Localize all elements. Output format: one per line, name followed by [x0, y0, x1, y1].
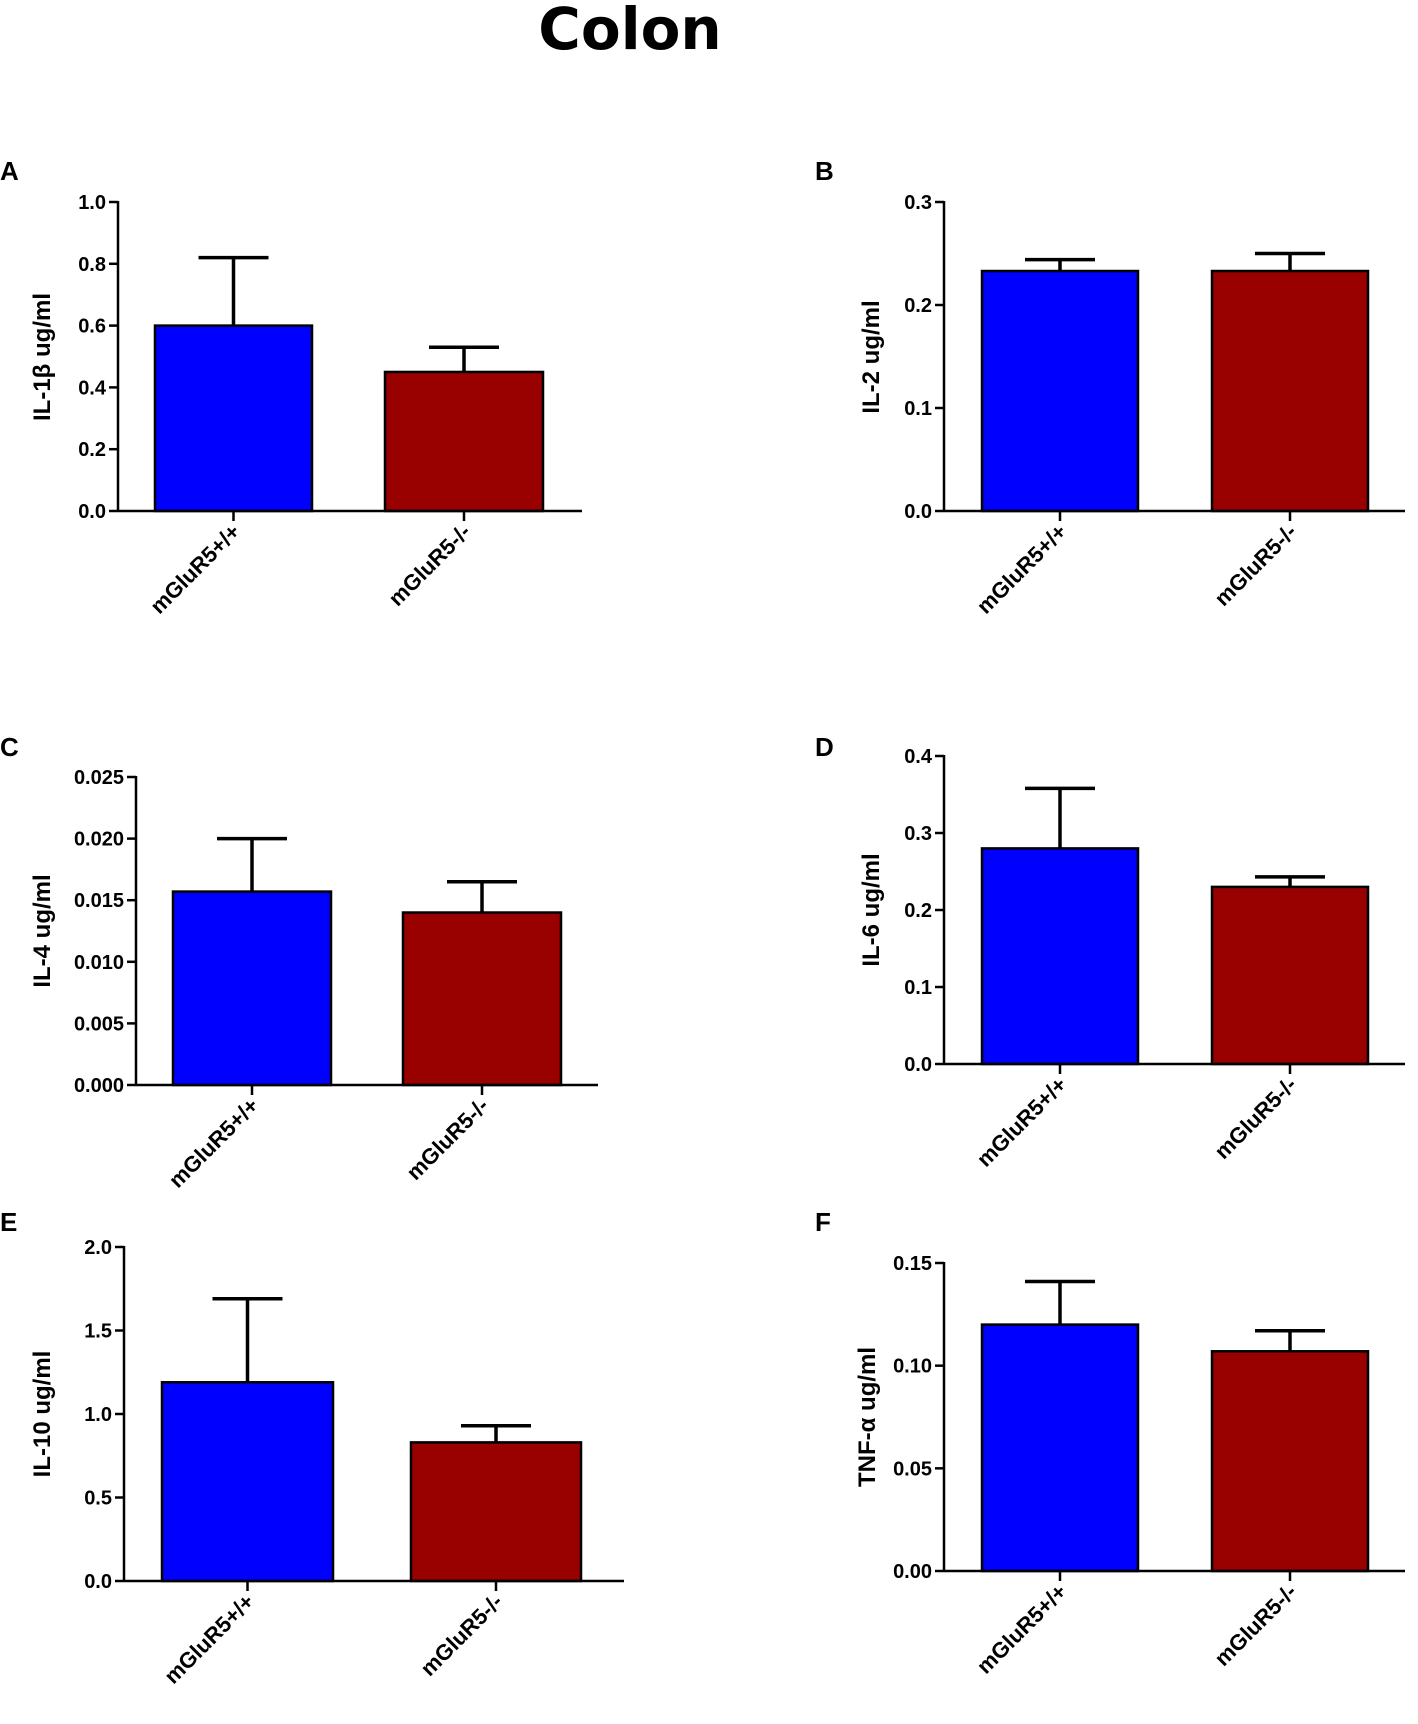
- bar-wildtype: [980, 847, 1140, 1066]
- x-tick-label: mGluR5-/-: [384, 519, 476, 611]
- x-tick-label: mGluR5+/+: [164, 1093, 264, 1193]
- y-tick-label: 0.000: [74, 1075, 124, 1097]
- y-tick-label: 0.020: [74, 829, 124, 851]
- x-tick-label: mGluR5-/-: [1210, 1072, 1302, 1164]
- y-tick-label: 0.025: [74, 767, 124, 789]
- x-tick-label: mGluR5-/-: [402, 1093, 494, 1185]
- y-tick-label: 0.015: [74, 890, 124, 912]
- panel-label: F: [815, 1207, 831, 1237]
- y-tick-label: 0.3: [904, 823, 932, 845]
- x-tick-label: mGluR5+/+: [972, 519, 1072, 619]
- panel-label: B: [815, 156, 834, 186]
- y-tick-label: 1.0: [78, 192, 106, 214]
- y-tick-label: 1.0: [84, 1404, 112, 1426]
- y-tick-label: 0.4: [904, 746, 933, 768]
- y-tick-label: 0.0: [78, 501, 106, 523]
- y-tick-label: 0.1: [904, 977, 932, 999]
- x-tick-label: mGluR5+/+: [145, 519, 245, 619]
- x-tick-label: mGluR5+/+: [972, 1072, 1072, 1172]
- y-tick-label: 0.8: [78, 254, 106, 276]
- y-axis-title: IL-2 ug/ml: [858, 300, 885, 413]
- bar-knockout: [1210, 269, 1370, 513]
- bar-wildtype: [153, 324, 314, 513]
- y-tick-label: 0.15: [893, 1253, 932, 1275]
- y-tick-label: 0.6: [78, 316, 106, 338]
- bar-wildtype: [980, 269, 1140, 513]
- bar-knockout: [1210, 885, 1370, 1066]
- bar-wildtype: [980, 1323, 1140, 1573]
- bar-knockout: [383, 370, 545, 513]
- panel-label: A: [0, 156, 19, 186]
- y-tick-label: 0.3: [904, 192, 932, 214]
- y-tick-label: 0.10: [893, 1356, 932, 1378]
- x-tick-label: mGluR5-/-: [1210, 519, 1302, 611]
- x-tick-label: mGluR5+/+: [159, 1589, 259, 1689]
- bar-wildtype: [171, 890, 333, 1087]
- y-axis-title: IL-1β ug/ml: [29, 293, 56, 421]
- panel-label: E: [0, 1207, 17, 1237]
- y-tick-label: 0.4: [78, 377, 107, 399]
- y-tick-label: 0.0: [904, 1054, 932, 1076]
- y-tick-label: 0.0: [904, 501, 932, 523]
- y-axis-title: IL-4 ug/ml: [29, 874, 56, 987]
- y-axis-title: TNF-α ug/ml: [854, 1347, 881, 1487]
- figure-title: Colon: [538, 0, 722, 63]
- x-tick-label: mGluR5+/+: [972, 1579, 1072, 1679]
- y-tick-label: 0.5: [84, 1488, 112, 1510]
- x-tick-label: mGluR5-/-: [416, 1589, 508, 1681]
- y-axis-title: IL-10 ug/ml: [29, 1351, 56, 1478]
- y-tick-label: 0.010: [74, 952, 124, 974]
- bar-knockout: [409, 1441, 583, 1583]
- y-axis-title: IL-6 ug/ml: [858, 853, 885, 966]
- y-tick-label: 0.1: [904, 398, 932, 420]
- y-tick-label: 0.2: [78, 439, 106, 461]
- y-tick-label: 0.0: [84, 1571, 112, 1593]
- y-tick-label: 1.5: [84, 1321, 112, 1343]
- bar-knockout: [401, 911, 563, 1087]
- y-tick-label: 0.2: [904, 295, 932, 317]
- y-tick-label: 0.05: [893, 1458, 932, 1480]
- panel-label: C: [0, 732, 19, 762]
- panel-label: D: [815, 732, 834, 762]
- y-tick-label: 0.2: [904, 900, 932, 922]
- bar-knockout: [1210, 1350, 1370, 1573]
- bar-wildtype: [160, 1381, 335, 1583]
- y-tick-label: 0.005: [74, 1013, 124, 1035]
- x-tick-label: mGluR5-/-: [1210, 1579, 1302, 1671]
- y-tick-label: 0.00: [893, 1561, 932, 1583]
- y-tick-label: 2.0: [84, 1237, 112, 1259]
